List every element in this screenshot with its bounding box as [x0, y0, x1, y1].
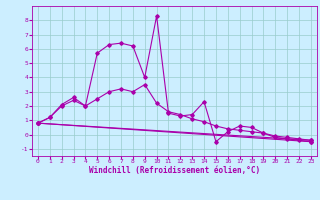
- X-axis label: Windchill (Refroidissement éolien,°C): Windchill (Refroidissement éolien,°C): [89, 166, 260, 175]
